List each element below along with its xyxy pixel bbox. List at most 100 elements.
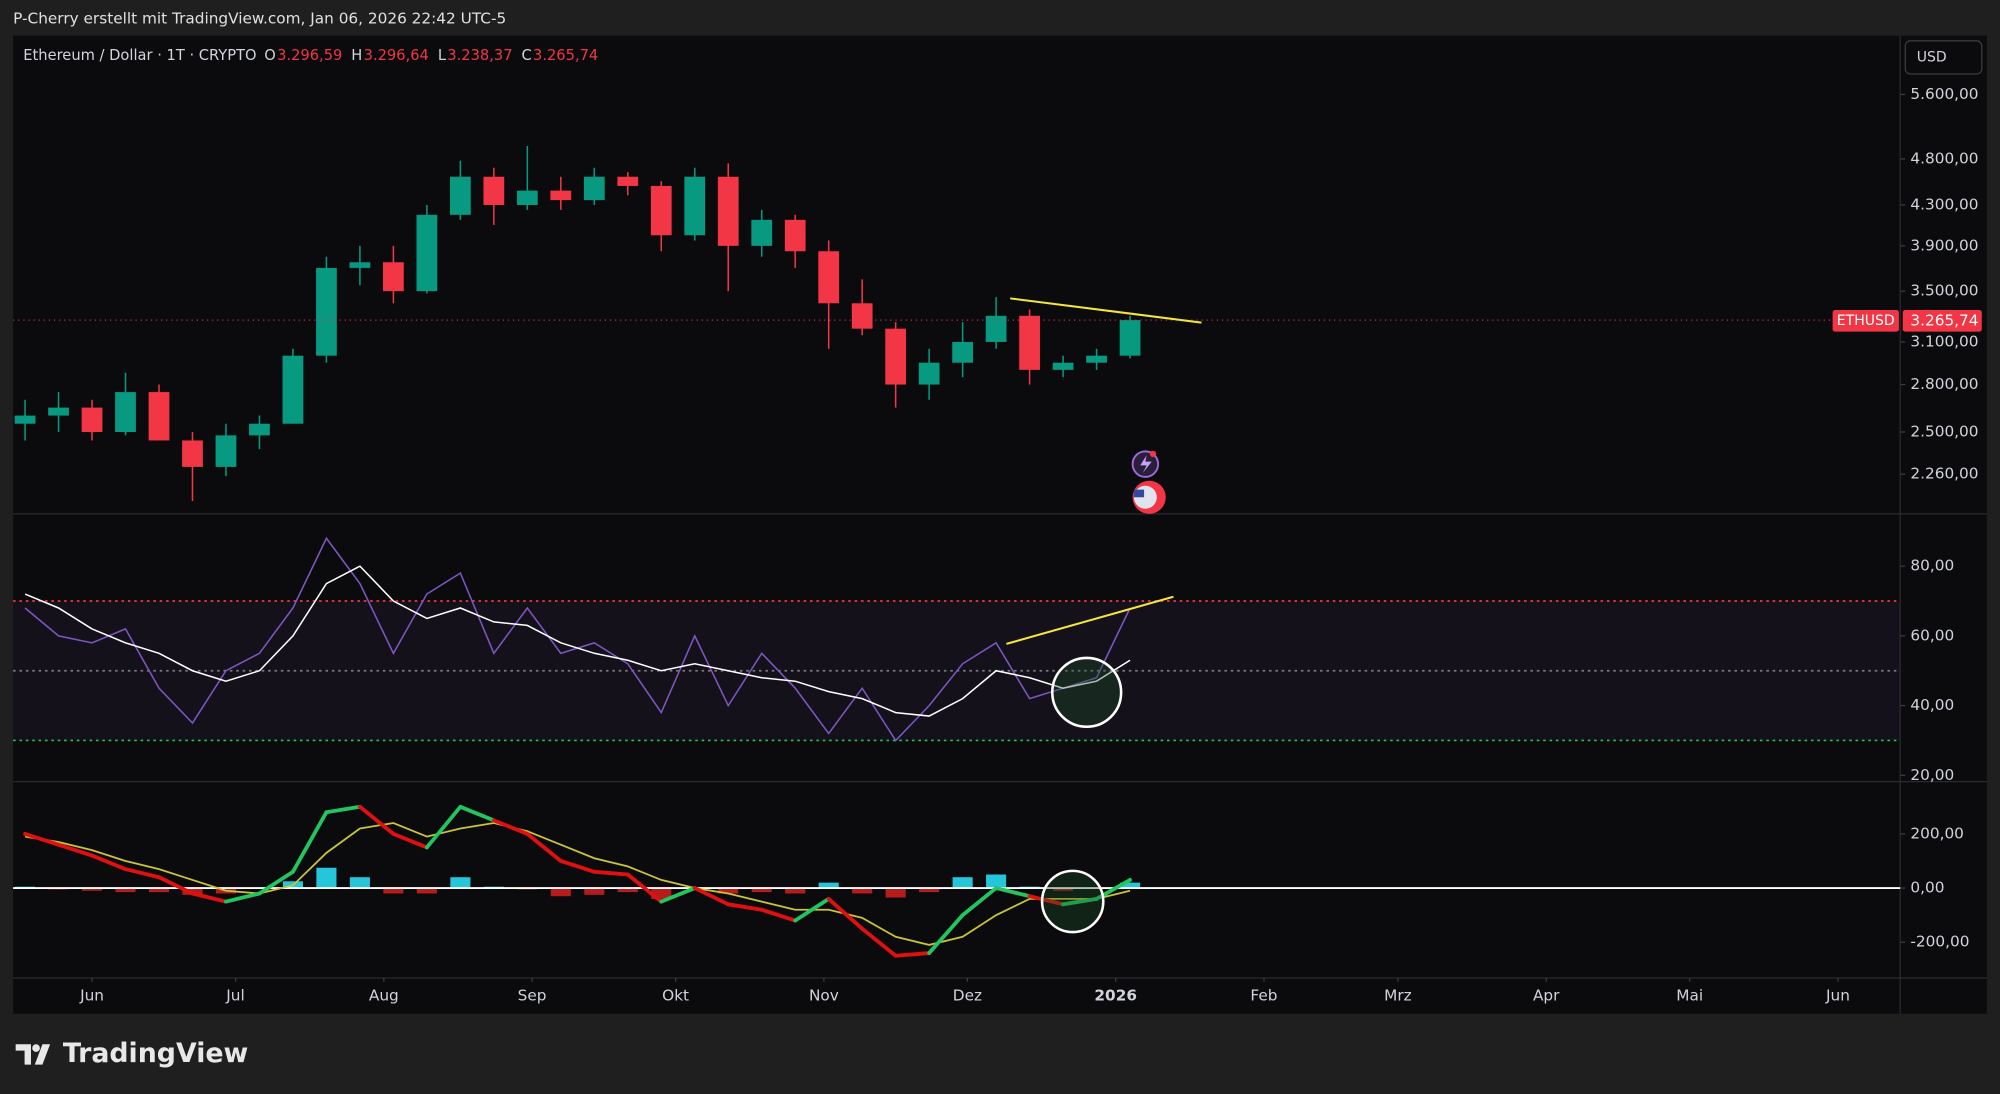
price-tag: 3.265,74: [1910, 311, 1978, 329]
histogram-bar: [818, 882, 839, 889]
currency-box[interactable]: [1904, 40, 1983, 75]
flag-canton: [1133, 489, 1145, 498]
macd-segment: [826, 896, 865, 931]
signal-line: [24, 822, 1131, 946]
macd-segment: [23, 831, 61, 847]
y-tick-label: 2.500,00: [1910, 422, 1978, 440]
ohlc-value: 3.238,37: [447, 47, 512, 64]
macd-segment: [90, 853, 128, 872]
y-tick-label: 3.500,00: [1910, 282, 1978, 300]
macd-segment: [793, 896, 831, 923]
macd-segment: [391, 831, 429, 850]
candle-body: [349, 262, 371, 268]
y-tick-label: 60,00: [1910, 626, 1954, 644]
candle-body: [784, 219, 806, 252]
x-tick-label: Okt: [662, 986, 689, 1004]
histogram-bar: [148, 888, 170, 893]
candle-body: [516, 190, 538, 205]
candle-body: [282, 355, 304, 424]
x-tick-label: Dez: [953, 986, 982, 1004]
candle-body: [182, 440, 203, 467]
ticker-tag-bg: [1832, 309, 1899, 332]
candle-body: [449, 176, 471, 215]
histogram-bar: [986, 874, 1007, 889]
ohlc-value: 3.296,59: [277, 47, 342, 64]
histogram-bar: [751, 888, 772, 893]
candle-body: [717, 176, 739, 246]
attribution: P-Cherry erstellt mit TradingView.com, J…: [13, 10, 506, 28]
y-tick-label: 4.300,00: [1910, 195, 1978, 213]
x-tick-label: Mai: [1676, 986, 1703, 1004]
y-tick-label: 80,00: [1910, 557, 1954, 575]
x-tick-label: Apr: [1533, 986, 1560, 1004]
logo-icon: [32, 1044, 40, 1052]
macd-segment: [592, 869, 630, 877]
macd-segment: [893, 951, 932, 958]
macd-segment: [659, 886, 697, 904]
candle-body: [81, 407, 103, 432]
macd-segment: [860, 926, 898, 958]
macd-segment: [257, 869, 295, 896]
macd-segment: [157, 875, 195, 896]
macd-segment: [123, 867, 161, 880]
x-tick-label: Feb: [1250, 986, 1277, 1004]
histogram-bar: [852, 888, 873, 894]
macd-segment: [726, 902, 764, 912]
y-tick-label: 3.100,00: [1910, 332, 1978, 350]
y-tick-label: 20,00: [1910, 766, 1954, 784]
x-tick-label: Jun: [79, 986, 104, 1004]
macd-segment: [357, 804, 396, 836]
ohlc-key: L: [438, 47, 447, 64]
macd-segment: [1027, 894, 1065, 907]
histogram-bar: [349, 877, 370, 889]
candle-body: [1086, 355, 1107, 363]
macd-segment: [759, 907, 798, 923]
macd-segment: [56, 842, 94, 858]
candle-body: [952, 341, 974, 363]
candle-body: [751, 219, 773, 246]
macd-segment: [424, 804, 463, 850]
indicator-line: [24, 565, 1131, 717]
candle-body: [215, 435, 237, 467]
histogram-bar: [584, 888, 605, 895]
macd-segment: [525, 831, 563, 863]
macd-segment: [491, 818, 530, 836]
ohlc-value: 3.265,74: [533, 47, 598, 64]
candle-body: [650, 185, 672, 236]
y-tick-label: 4.800,00: [1910, 149, 1978, 167]
histogram-bar: [316, 867, 337, 889]
macd-segment: [927, 913, 965, 955]
price-tag-bg: [1902, 309, 1982, 332]
y-tick-label: 40,00: [1910, 696, 1954, 714]
candle-body: [48, 407, 69, 416]
macd-segment: [692, 886, 731, 907]
histogram-bar: [617, 888, 638, 893]
macd-segment: [458, 804, 496, 823]
histogram-bar: [383, 888, 404, 894]
candle-body: [483, 176, 505, 205]
histogram-bar: [416, 888, 437, 894]
x-tick-label: Sep: [518, 986, 547, 1004]
candle-body: [918, 362, 940, 385]
currency[interactable]: USD: [1917, 49, 1947, 65]
candle-body: [617, 176, 639, 186]
logo-icon: [15, 1044, 51, 1065]
histogram-bar: [919, 888, 940, 893]
candle-body: [115, 392, 136, 432]
y-tick-label: 5.600,00: [1910, 85, 1978, 103]
trend-line: [1006, 595, 1174, 645]
candle-body: [249, 423, 270, 436]
macd-segment: [960, 886, 999, 918]
x-tick-label: Jul: [225, 986, 244, 1004]
trend-line: [1010, 297, 1202, 324]
histogram-bar: [718, 888, 739, 894]
y-tick-label: -200,00: [1910, 933, 1969, 951]
histogram-bar: [1053, 888, 1074, 891]
macd-segment: [558, 859, 597, 874]
candle-body: [684, 176, 706, 236]
candle-body: [851, 303, 873, 329]
ohlc-key: C: [521, 47, 531, 64]
highlight-circle: [1040, 869, 1105, 934]
candle-body: [148, 392, 170, 441]
